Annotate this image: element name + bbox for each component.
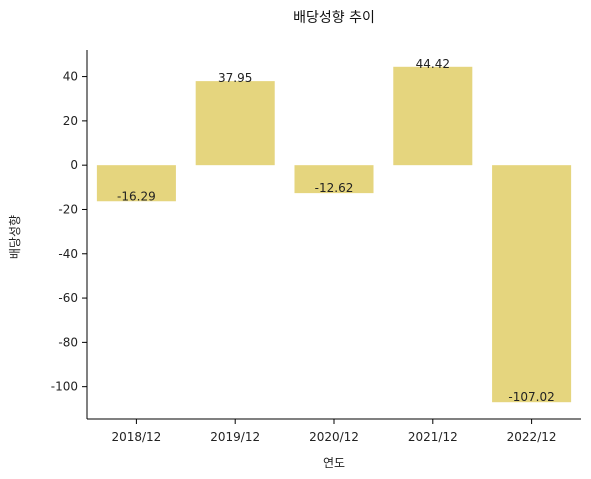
bar-2021-12 — [393, 66, 473, 166]
x-tick-label: 2022/12 — [507, 430, 557, 444]
data-label: -107.02 — [508, 390, 554, 404]
bar-2022-12 — [492, 165, 572, 403]
y-tick-label: -80 — [58, 335, 78, 349]
y-axis-title: 배당성향 — [8, 215, 22, 259]
bar-labels-group: -16.29 37.95 -12.62 44.42 -107.02 — [117, 57, 555, 404]
x-axis: 2018/12 2019/12 2020/12 2021/12 2022/12 — [87, 418, 581, 444]
chart-title: 배당성향 추이 — [293, 10, 375, 26]
data-label: 44.42 — [416, 57, 450, 71]
bars-group — [96, 66, 572, 403]
bar-2019-12 — [195, 81, 275, 166]
y-tick-label: 40 — [63, 70, 78, 84]
data-label: -12.62 — [315, 181, 354, 195]
x-axis-title: 연도 — [323, 456, 345, 470]
y-tick-label: -100 — [51, 380, 78, 394]
x-tick-label: 2021/12 — [408, 430, 458, 444]
bar-2018-12 — [96, 165, 176, 202]
x-tick-label: 2020/12 — [309, 430, 359, 444]
data-label: 37.95 — [218, 71, 252, 85]
y-axis: 40 20 0 -20 -40 -60 -80 -100 — [51, 50, 88, 419]
y-tick-label: 0 — [70, 158, 78, 172]
data-label: -16.29 — [117, 189, 156, 203]
x-tick-label: 2018/12 — [111, 430, 161, 444]
bar-2020-12 — [294, 165, 374, 194]
y-tick-label: -40 — [58, 247, 78, 261]
y-tick-label: 20 — [63, 114, 78, 128]
y-tick-label: -20 — [58, 202, 78, 216]
x-tick-label: 2019/12 — [210, 430, 260, 444]
y-tick-label: -60 — [58, 291, 78, 305]
